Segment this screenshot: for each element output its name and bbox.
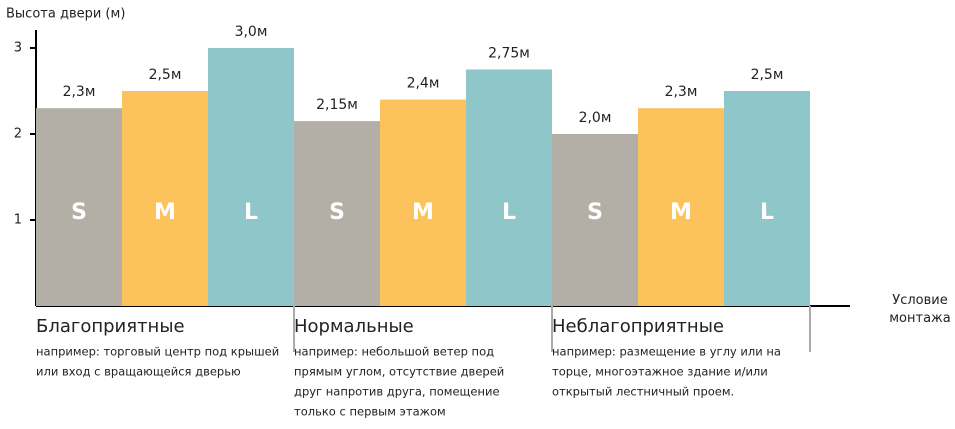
series-label: M [412, 200, 434, 225]
bar [122, 91, 208, 306]
category-note: открытый лестничный проем. [552, 385, 734, 399]
series-label: S [329, 200, 345, 225]
series-label: M [154, 200, 176, 225]
category-label: Нормальные [294, 316, 414, 337]
y-tick-label: 3 [14, 41, 22, 56]
series-label: M [670, 200, 692, 225]
value-label: 2,5м [149, 67, 182, 83]
category-note: прямым углом, отсутствие дверей [294, 365, 504, 379]
value-label: 2,4м [407, 76, 440, 92]
y-tick-label: 2 [14, 127, 22, 142]
bar [380, 99, 466, 306]
series-label: L [760, 200, 774, 225]
value-label: 3,0м [235, 24, 268, 40]
x-axis-label: Условие монтажа [889, 293, 950, 326]
value-label: 2,75м [488, 46, 530, 62]
category-note: например: небольшой ветер под [294, 345, 494, 359]
category-label: Неблагоприятные [552, 316, 724, 337]
bar [552, 134, 638, 306]
value-label: 2,3м [63, 84, 96, 100]
bar [466, 69, 552, 306]
value-label: 2,15м [316, 97, 358, 113]
series-label: L [244, 200, 258, 225]
category-note: торце, многоэтажное здание и/или [552, 365, 768, 379]
category-note: друг напротив друга, помещение [294, 385, 500, 399]
category-note: например: размещение в углу или на [552, 345, 781, 359]
bar [36, 108, 122, 306]
value-label: 2,0м [579, 110, 612, 126]
category-note: например: торговый центр под крышей [36, 345, 279, 359]
bar [724, 91, 810, 306]
bar [638, 108, 724, 306]
category-note: или вход с вращающейся дверью [36, 365, 241, 379]
series-label: S [587, 200, 603, 225]
series-label: S [71, 200, 87, 225]
value-label: 2,3м [665, 84, 698, 100]
category-label: Благоприятные [36, 316, 185, 337]
value-label: 2,5м [751, 67, 784, 83]
bar [294, 121, 380, 306]
y-tick-label: 1 [14, 213, 22, 228]
y-axis-label: Высота двери (м) [6, 7, 125, 22]
bar [208, 48, 294, 306]
series-label: L [502, 200, 516, 225]
category-note: только с первым этажом [294, 405, 446, 419]
